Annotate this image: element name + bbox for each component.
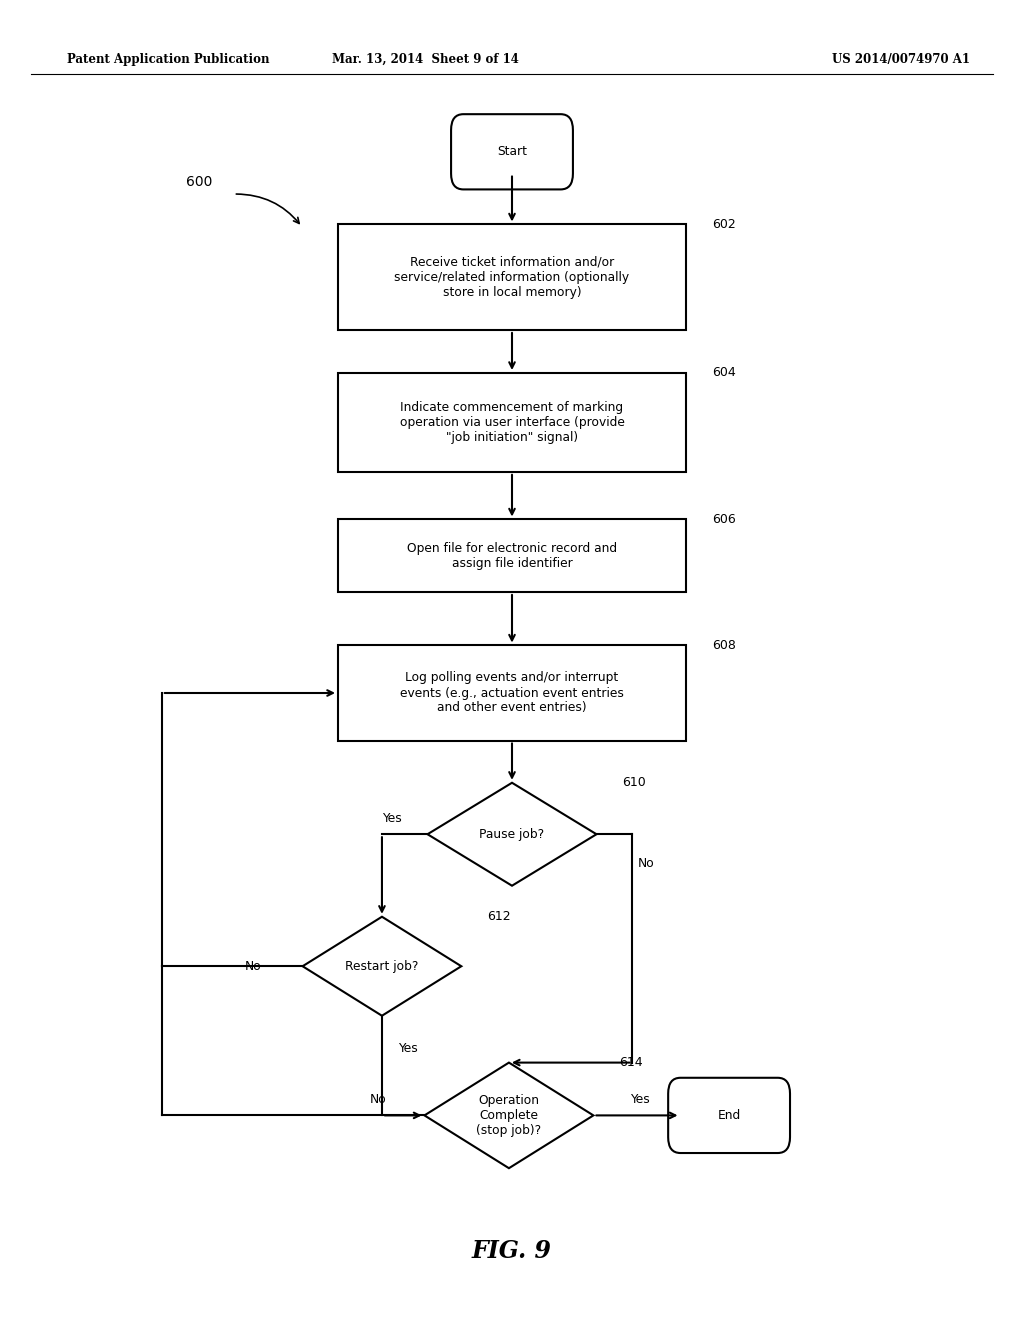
Text: FIG. 9: FIG. 9 bbox=[472, 1239, 552, 1263]
Text: Patent Application Publication: Patent Application Publication bbox=[67, 53, 269, 66]
Text: Restart job?: Restart job? bbox=[345, 960, 419, 973]
Polygon shape bbox=[428, 783, 596, 886]
Text: 602: 602 bbox=[712, 218, 735, 231]
Text: Yes: Yes bbox=[397, 1043, 418, 1055]
Text: 604: 604 bbox=[712, 366, 735, 379]
Text: Yes: Yes bbox=[630, 1093, 649, 1106]
Text: Receive ticket information and/or
service/related information (optionally
store : Receive ticket information and/or servic… bbox=[394, 256, 630, 298]
Text: Log polling events and/or interrupt
events (e.g., actuation event entries
and ot: Log polling events and/or interrupt even… bbox=[400, 672, 624, 714]
Text: No: No bbox=[637, 857, 654, 870]
Text: 608: 608 bbox=[712, 639, 735, 652]
Polygon shape bbox=[303, 916, 461, 1016]
Text: US 2014/0074970 A1: US 2014/0074970 A1 bbox=[833, 53, 970, 66]
Text: Indicate commencement of marking
operation via user interface (provide
"job init: Indicate commencement of marking operati… bbox=[399, 401, 625, 444]
Text: No: No bbox=[245, 960, 262, 973]
Text: No: No bbox=[370, 1093, 387, 1106]
Text: Operation
Complete
(stop job)?: Operation Complete (stop job)? bbox=[476, 1094, 542, 1137]
Text: 610: 610 bbox=[623, 776, 646, 789]
Text: 606: 606 bbox=[712, 513, 735, 525]
Bar bbox=[338, 519, 686, 591]
Polygon shape bbox=[424, 1063, 594, 1168]
Text: Start: Start bbox=[497, 145, 527, 158]
FancyBboxPatch shape bbox=[668, 1077, 791, 1154]
Text: Pause job?: Pause job? bbox=[479, 828, 545, 841]
Text: Open file for electronic record and
assign file identifier: Open file for electronic record and assi… bbox=[407, 541, 617, 570]
Text: 600: 600 bbox=[186, 176, 213, 189]
Text: Yes: Yes bbox=[382, 812, 401, 825]
Text: Mar. 13, 2014  Sheet 9 of 14: Mar. 13, 2014 Sheet 9 of 14 bbox=[332, 53, 518, 66]
Bar bbox=[338, 224, 686, 330]
Text: 614: 614 bbox=[618, 1056, 643, 1069]
Text: 612: 612 bbox=[487, 911, 511, 923]
Text: End: End bbox=[718, 1109, 740, 1122]
Bar bbox=[338, 645, 686, 741]
Bar bbox=[338, 372, 686, 471]
FancyBboxPatch shape bbox=[451, 114, 573, 189]
